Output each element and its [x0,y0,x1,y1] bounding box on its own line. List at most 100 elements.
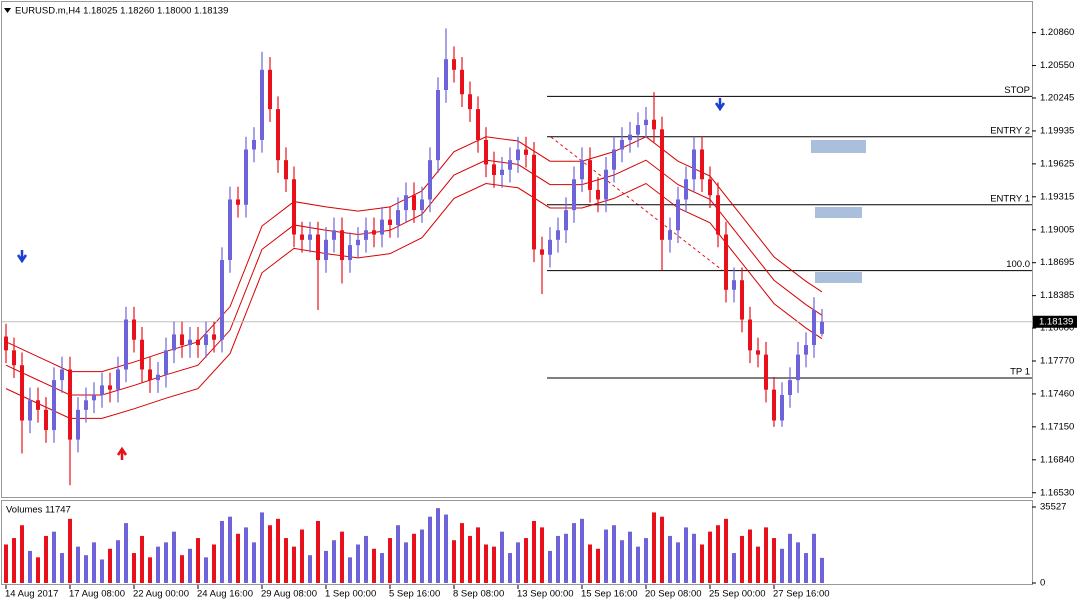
volume-bar [652,512,656,583]
volume-bar [132,553,136,583]
volume-bar [268,525,272,583]
x-tick-label: 15 Sep 16:00 [581,589,638,600]
candle-body [524,149,528,155]
volume-bar [532,520,536,583]
current-price-box [1033,315,1077,328]
candle-body [636,125,640,135]
candle-body [620,139,624,150]
candle-body [748,319,752,351]
volume-bar [436,508,440,583]
volume-bar [156,546,160,583]
volume-bar [604,529,608,583]
x-tick-label: 27 Sep 16:00 [773,589,830,600]
volume-bar [548,550,552,583]
candle-body [316,234,320,261]
volume-bar [60,553,64,583]
volume-bar [524,538,528,583]
volume-bar [764,527,768,583]
candle-body [764,354,768,390]
y-tick-label: 1.19625 [1040,158,1074,169]
y-tick-label: 1.16530 [1040,487,1074,498]
candle-body [156,374,160,381]
candle-body [12,350,16,366]
envelope-line [5,182,823,419]
candle-body [132,319,136,340]
candle-body [44,409,48,431]
candle-body [540,249,544,255]
candle-body [804,345,808,355]
candle-body [68,369,72,440]
volume-bar [812,533,816,583]
volume-bar [756,546,760,583]
volume-bar [356,544,360,583]
x-tick-label: 14 Aug 2017 [5,589,58,600]
volume-bar [116,540,120,583]
candle-body [772,389,776,421]
candle-body [612,149,616,170]
volume-bar [28,550,32,583]
candle-body [196,339,200,346]
volume-bar [220,520,224,583]
volume-bar [564,533,568,583]
volume-bar [780,548,784,583]
chart-title: EURUSD.m,H4 1.18025 1.18260 1.18000 1.18… [15,6,228,17]
volume-bar [628,531,632,583]
y-tick-label: 1.18695 [1040,257,1074,268]
candle-body [364,230,368,240]
y-tick-label: 1.20860 [1040,27,1074,38]
volume-bar [164,542,168,583]
current-price-label: 1.18139 [1039,316,1073,327]
volume-bar [124,523,128,583]
y-tick-label: 1.17460 [1040,388,1074,399]
x-tick-label: 13 Sep 00:00 [517,589,574,600]
candle-body [260,69,264,140]
volume-bar [284,538,288,583]
volume-bar [620,540,624,583]
volume-bar [348,557,352,583]
volume-bar [412,533,416,583]
x-tick-label: 25 Sep 00:00 [709,589,766,600]
volume-bar [644,538,648,583]
candle-body [284,160,288,180]
volume-bar [308,555,312,583]
candle-body [692,149,696,180]
volume-bar [444,514,448,583]
candle-body [380,219,384,235]
candle-body [580,160,584,180]
volume-bar [44,535,48,583]
candle-body [444,59,448,91]
menu-triangle [4,8,11,13]
candle-body [820,321,824,334]
volume-bar [556,535,560,583]
candle-body [548,239,552,255]
candle-body [204,334,208,346]
candle-body [212,334,216,340]
candle-body [652,119,656,130]
volume-bar [492,546,496,583]
candle-body [372,230,376,235]
candle-body [740,280,744,320]
volume-bar [140,535,144,583]
volume-bar [108,548,112,583]
candle-body [684,179,688,200]
candle-body [236,199,240,205]
volume-bar [820,557,824,583]
volume-bar [572,523,576,583]
y-tick-label: 1.19005 [1040,224,1074,235]
candle-body [508,160,512,170]
volume-bar [404,542,408,583]
level-label: TP 1 [1010,367,1030,378]
zone-box [815,207,862,218]
volume-tick-label: 0 [1040,578,1045,589]
volume-bar [428,516,432,583]
candle-body [788,380,792,395]
candle-body [644,119,648,126]
candle-body [308,234,312,240]
candle-body [124,319,128,370]
x-tick-label: 17 Aug 08:00 [69,589,125,600]
volume-bar [324,550,328,583]
volume-bar [292,546,296,583]
candle-body [172,334,176,351]
candle-body [4,336,8,351]
volume-bar [796,542,800,583]
